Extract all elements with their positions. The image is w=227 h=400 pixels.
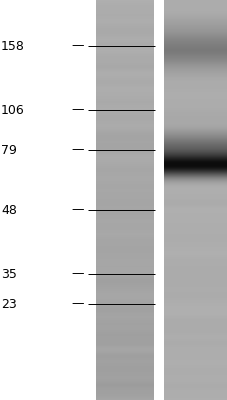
Text: —: — [72, 268, 84, 280]
Text: 79: 79 [1, 144, 17, 156]
Text: —: — [72, 204, 84, 216]
Text: —: — [72, 298, 84, 310]
Bar [153, 0, 163, 400]
Text: —: — [72, 104, 84, 116]
Text: —: — [72, 144, 84, 156]
Text: —: — [72, 40, 84, 52]
Text: 106: 106 [1, 104, 25, 116]
Text: 23: 23 [1, 298, 17, 310]
Text: 158: 158 [1, 40, 25, 52]
Text: 48: 48 [1, 204, 17, 216]
Text: 35: 35 [1, 268, 17, 280]
